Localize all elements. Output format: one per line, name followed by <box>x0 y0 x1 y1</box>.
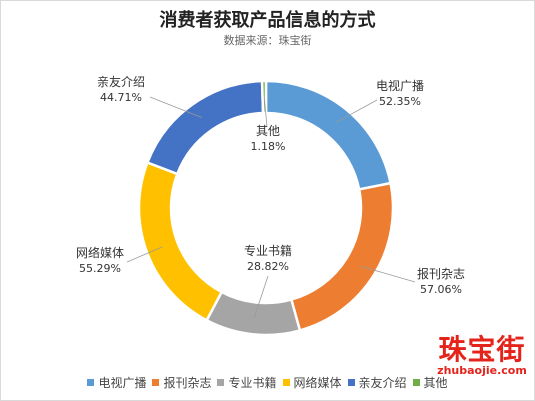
chart-subtitle: 数据来源：珠宝街 <box>223 34 312 47</box>
leader-line-0 <box>336 99 378 123</box>
slice-value-label-1: 57.06% <box>420 283 462 296</box>
legend-label-3: 网络媒体 <box>293 375 342 390</box>
slice-category-label-1: 报刊杂志 <box>417 266 465 281</box>
legend-label-1: 报刊杂志 <box>163 375 212 390</box>
slice-value-label-0: 52.35% <box>379 95 421 108</box>
leader-line-4 <box>149 96 202 118</box>
legend-label-5: 其他 <box>423 375 448 390</box>
legend-swatch-3 <box>282 378 290 386</box>
watermark-sub-text: zhubaojie.com <box>437 364 527 377</box>
leader-line-3 <box>126 246 163 263</box>
legend-swatch-4 <box>347 378 355 386</box>
slice-category-label-5: 其他 <box>256 124 280 138</box>
legend-item-0: 电视广播 <box>87 374 146 391</box>
legend-item-3: 网络媒体 <box>282 374 342 391</box>
chart-title: 消费者获取产品信息的方式 <box>159 10 376 31</box>
legend-swatch-1 <box>152 378 160 386</box>
slice-value-label-3: 55.29% <box>79 262 121 275</box>
watermark-main-text: 珠宝街 <box>438 333 526 366</box>
slice-value-label-5: 1.18% <box>251 140 286 153</box>
donut-slice-4 <box>145 79 265 176</box>
slice-category-label-0: 电视广播 <box>376 78 424 93</box>
donut-slice-2 <box>204 290 302 337</box>
legend-swatch-5 <box>412 378 420 386</box>
legend-swatch-2 <box>217 378 225 386</box>
legend-label-2: 专业书籍 <box>228 375 277 390</box>
slice-category-label-3: 网络媒体 <box>76 245 124 260</box>
donut-slice-1 <box>289 181 395 332</box>
chart-legend: 电视广播 报刊杂志 专业书籍 网络媒体 亲友介绍 其他 <box>0 373 535 391</box>
legend-item-5: 其他 <box>412 374 448 391</box>
legend-label-0: 电视广播 <box>98 375 147 390</box>
leader-line-5 <box>263 96 268 128</box>
legend-item-4: 亲友介绍 <box>347 374 407 391</box>
legend-label-4: 亲友介绍 <box>358 375 407 390</box>
donut-slice-3 <box>137 160 224 322</box>
watermark-logo: 珠宝街 zhubaojie.com <box>432 335 532 377</box>
leader-line-1 <box>360 265 416 283</box>
slice-value-label-2: 28.82% <box>247 260 289 273</box>
slice-category-label-2: 专业书籍 <box>244 243 292 258</box>
leader-line-2 <box>253 275 269 319</box>
legend-item-1: 报刊杂志 <box>152 374 211 391</box>
legend-swatch-0 <box>87 378 95 386</box>
donut-slice-0 <box>264 79 393 191</box>
slice-category-label-4: 亲友介绍 <box>97 75 145 89</box>
legend-item-2: 专业书籍 <box>217 374 277 391</box>
slice-value-label-4: 44.71% <box>100 91 142 104</box>
